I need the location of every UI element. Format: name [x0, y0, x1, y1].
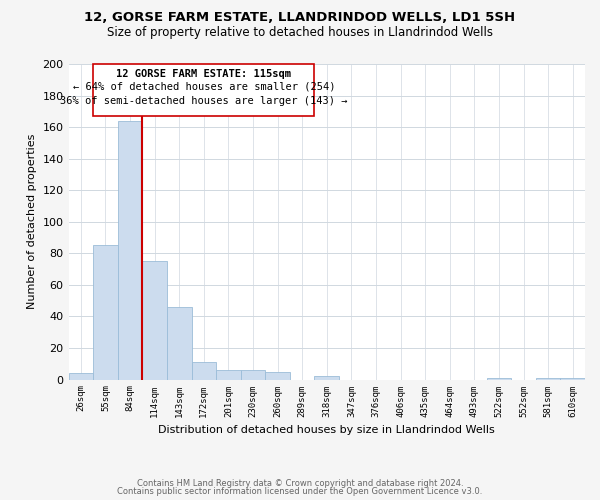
FancyBboxPatch shape [93, 64, 314, 116]
Bar [191, 362, 216, 380]
Bar [118, 121, 142, 380]
Bar [560, 378, 585, 380]
Bar [314, 376, 339, 380]
Text: 36% of semi-detached houses are larger (143) →: 36% of semi-detached houses are larger (… [60, 96, 347, 106]
Text: 12 GORSE FARM ESTATE: 115sqm: 12 GORSE FARM ESTATE: 115sqm [116, 68, 292, 78]
Y-axis label: Number of detached properties: Number of detached properties [27, 134, 37, 310]
Bar [216, 370, 241, 380]
X-axis label: Distribution of detached houses by size in Llandrindod Wells: Distribution of detached houses by size … [158, 425, 495, 435]
Text: ← 64% of detached houses are smaller (254): ← 64% of detached houses are smaller (25… [73, 82, 335, 92]
Bar [142, 261, 167, 380]
Text: 12, GORSE FARM ESTATE, LLANDRINDOD WELLS, LD1 5SH: 12, GORSE FARM ESTATE, LLANDRINDOD WELLS… [85, 11, 515, 24]
Bar [265, 372, 290, 380]
Bar [68, 373, 93, 380]
Bar [487, 378, 511, 380]
Bar [536, 378, 560, 380]
Bar [241, 370, 265, 380]
Text: Contains public sector information licensed under the Open Government Licence v3: Contains public sector information licen… [118, 487, 482, 496]
Text: Size of property relative to detached houses in Llandrindod Wells: Size of property relative to detached ho… [107, 26, 493, 39]
Bar [93, 246, 118, 380]
Text: Contains HM Land Registry data © Crown copyright and database right 2024.: Contains HM Land Registry data © Crown c… [137, 479, 463, 488]
Bar [167, 307, 191, 380]
